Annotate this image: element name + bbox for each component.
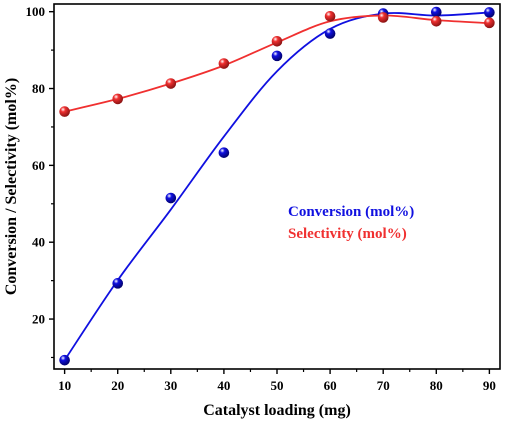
x-tick-label: 50 <box>271 378 284 393</box>
legend-entry-selectivity: Selectivity (mol%) <box>288 226 407 242</box>
x-tick-label: 60 <box>324 378 337 393</box>
selectivity-point <box>218 58 230 69</box>
axis-ticks: 10 20 30 40 50 60 70 80 90 20 40 60 80 100 <box>26 4 496 393</box>
x-tick-label: 10 <box>58 378 71 393</box>
selectivity-point <box>377 12 389 23</box>
conversion-point <box>271 50 283 62</box>
x-tick-label: 80 <box>430 378 443 393</box>
fit-line-0 <box>63 11 490 361</box>
conversion-point <box>112 278 124 289</box>
x-tick-label: 70 <box>377 378 390 393</box>
conversion-point <box>218 147 230 158</box>
conversion-point <box>165 192 177 204</box>
conversion-point <box>324 28 336 39</box>
conversion-point <box>430 6 442 18</box>
conversion-point <box>484 7 495 18</box>
selectivity-point <box>484 17 495 29</box>
data-points <box>59 6 495 366</box>
legend-entry-conversion: Conversion (mol%) <box>288 204 414 220</box>
y-axis-title: Conversion / Selectivity (mol%) <box>3 78 20 295</box>
y-tick-label: 40 <box>32 235 45 250</box>
y-tick-label: 80 <box>32 81 45 96</box>
conversion-point <box>59 354 70 366</box>
selectivity-point <box>165 78 177 89</box>
y-tick-label: 20 <box>32 312 45 327</box>
selectivity-point <box>324 10 336 22</box>
fit-line-1 <box>64 14 490 113</box>
selectivity-point <box>59 106 70 117</box>
x-tick-label: 20 <box>111 378 124 393</box>
x-tick-label: 30 <box>164 378 177 393</box>
selectivity-point <box>112 93 124 105</box>
y-tick-label: 100 <box>26 4 46 19</box>
selectivity-point <box>271 35 283 47</box>
x-tick-label: 90 <box>483 378 496 393</box>
legend: Conversion (mol%) Selectivity (mol%) <box>288 204 414 242</box>
fit-lines <box>63 11 490 361</box>
x-axis-title: Catalyst loading (mg) <box>203 402 351 419</box>
selectivity-point <box>430 15 442 27</box>
y-tick-label: 60 <box>32 158 45 173</box>
x-tick-label: 40 <box>217 378 230 393</box>
